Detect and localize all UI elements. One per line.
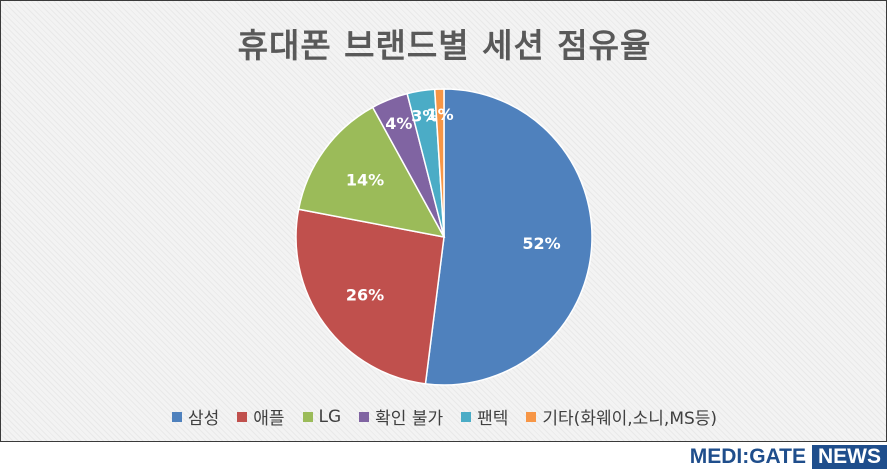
brand-logo-main: MEDI:GATE [689, 445, 806, 468]
pie-chart: 52% 26% 14% 4%3%1% [295, 88, 593, 386]
legend-item: 애플 [237, 404, 285, 429]
legend-label: 애플 [253, 409, 285, 429]
legend-swatch [171, 411, 182, 422]
chart-legend: 삼성 애플 LG 확인 불가 팬텍 기타(화웨이,소니,MS등) [1, 404, 888, 429]
legend-item: 확인 불가 [359, 404, 443, 429]
legend-swatch [461, 411, 472, 422]
legend-label: 삼성 [187, 409, 220, 429]
legend-swatch [237, 411, 248, 422]
legend-swatch [302, 411, 313, 422]
pie-slice [433, 88, 445, 238]
legend-item: 기타(화웨이,소니,MS등) [526, 404, 717, 429]
chart-area: 휴대폰 브랜드별 세션 점유율 52% 26% 14% 4% 3% 1% 삼성 애플 LG 확인… [0, 0, 887, 442]
pie-slice-label: 1% [427, 105, 454, 124]
legend-label: 확인 불가 [375, 409, 444, 429]
pie-slice [295, 208, 445, 385]
legend-label: 팬텍 [477, 409, 509, 429]
legend-swatch [359, 411, 370, 422]
legend-label: 기타(화웨이,소니,MS등) [542, 409, 718, 429]
pie-slice-label: 26% [346, 285, 384, 304]
pie-slice [297, 106, 446, 239]
chart-title: 휴대폰 브랜드별 세션 점유율 [237, 26, 652, 65]
legend-item: 팬텍 [461, 404, 508, 429]
pie-slice-label: 14% [346, 171, 384, 190]
pie-slice [424, 88, 593, 386]
pie-slice-label: 52% [522, 234, 560, 253]
pie-slice-label: 3% [411, 107, 438, 126]
brand-logo: MEDI:GATE NEWS [684, 445, 887, 469]
legend-label: LG [318, 406, 342, 427]
legend-item: LG [302, 406, 342, 427]
brand-logo-news: NEWS [812, 445, 887, 469]
legend-item: 삼성 [171, 404, 220, 429]
pie-slice-label: 4% [385, 114, 412, 133]
legend-swatch [526, 411, 537, 422]
